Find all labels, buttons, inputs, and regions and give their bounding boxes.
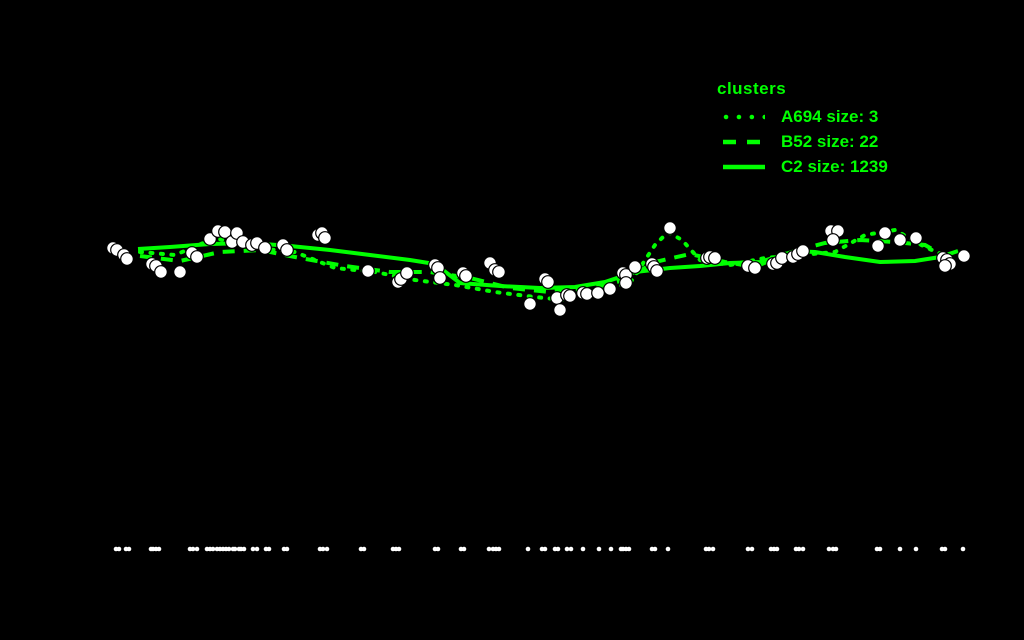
legend-entry-a694: A694 size: 3 (715, 104, 888, 129)
rug-tick (361, 546, 367, 552)
rug-tick (833, 546, 839, 552)
rug-tick (126, 546, 132, 552)
data-point (154, 265, 168, 279)
rug-tick (284, 546, 290, 552)
rug-tick (913, 546, 919, 552)
rug-tick (749, 546, 755, 552)
rug-tick (496, 546, 502, 552)
data-point (318, 231, 332, 245)
rug-tick (156, 546, 162, 552)
rug-tick (796, 546, 802, 552)
rug-tick (626, 546, 632, 552)
rug-tick (194, 546, 200, 552)
data-point (400, 266, 414, 280)
rug-tick (800, 546, 806, 552)
data-point (909, 231, 923, 245)
legend-entry-label: B52 size: 22 (781, 132, 879, 151)
dotted-line-key-icon (723, 114, 765, 119)
data-point (563, 289, 577, 303)
rug-tick (826, 546, 832, 552)
rug-tick (942, 546, 948, 552)
rug-tick (897, 546, 903, 552)
dashed-line-key-icon (723, 139, 765, 144)
rug-tick (190, 546, 196, 552)
data-point (938, 259, 952, 273)
rug-tick (608, 546, 614, 552)
rug-tick (960, 546, 966, 552)
rug-tick (210, 546, 216, 552)
rug-tick (320, 546, 326, 552)
data-point (541, 275, 555, 289)
chart-legend: clusters A694 size: 3 B52 size: 22 C2 si… (715, 80, 888, 179)
data-point (619, 276, 633, 290)
data-point (796, 244, 810, 258)
rug-tick (525, 546, 531, 552)
rug-tick (116, 546, 122, 552)
rug-tick (324, 546, 330, 552)
rug-tick (665, 546, 671, 552)
data-point (826, 233, 840, 247)
rug-tick (241, 546, 247, 552)
rug-tick (226, 546, 232, 552)
data-point (523, 297, 537, 311)
rug-tick (580, 546, 586, 552)
data-point (871, 239, 885, 253)
rug-tick (542, 546, 548, 552)
trend-line-solid (137, 240, 959, 291)
data-point (628, 260, 642, 274)
rug-tick (596, 546, 602, 552)
data-points-layer (106, 221, 971, 317)
rug-tick (254, 546, 260, 552)
data-point (492, 265, 506, 279)
solid-line-key-icon (723, 164, 765, 169)
data-point (957, 249, 971, 263)
data-point (120, 252, 134, 266)
data-point (650, 264, 664, 278)
rug-tick (745, 546, 751, 552)
data-point (173, 265, 187, 279)
data-point (280, 243, 294, 257)
data-point (878, 226, 892, 240)
rug-tick (568, 546, 574, 552)
rug-tick (555, 546, 561, 552)
data-point (361, 264, 375, 278)
rug-tick (710, 546, 716, 552)
legend-title: clusters (717, 79, 787, 98)
data-point (433, 271, 447, 285)
data-point (258, 241, 272, 255)
rug-tick (232, 546, 238, 552)
rug-tick (435, 546, 441, 552)
data-point (748, 261, 762, 275)
data-point (663, 221, 677, 235)
legend-entry-label: C2 size: 1239 (781, 157, 888, 176)
rug-tick (774, 546, 780, 552)
data-point (591, 286, 605, 300)
data-point (190, 250, 204, 264)
legend-entry-b52: B52 size: 22 (715, 129, 888, 154)
data-point (553, 303, 567, 317)
rug-tick (486, 546, 492, 552)
data-point (459, 269, 473, 283)
rug-tick (652, 546, 658, 552)
rug-tick (564, 546, 570, 552)
data-point (708, 251, 722, 265)
rug-tick (877, 546, 883, 552)
rug-layer (113, 546, 966, 552)
trend-line-dotted (138, 227, 957, 303)
rug-tick (706, 546, 712, 552)
rug-tick (396, 546, 402, 552)
legend-entry-label: A694 size: 3 (781, 107, 879, 126)
rug-tick (461, 546, 467, 552)
data-point (603, 282, 617, 296)
rug-tick (266, 546, 272, 552)
legend-entry-c2: C2 size: 1239 (715, 154, 888, 179)
rug-tick (250, 546, 256, 552)
data-point (893, 233, 907, 247)
